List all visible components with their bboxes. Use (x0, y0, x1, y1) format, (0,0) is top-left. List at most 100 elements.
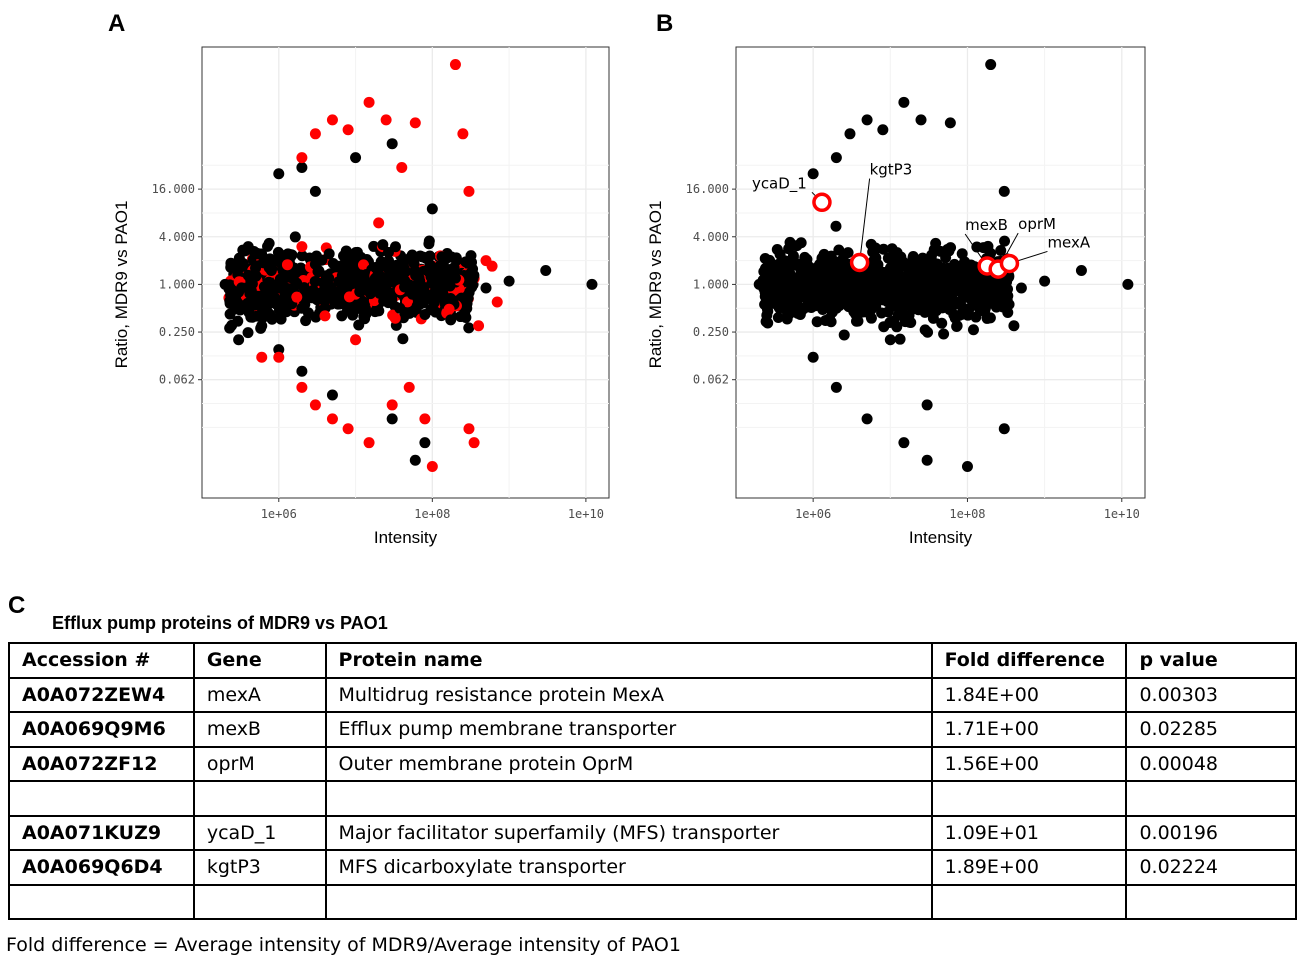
cloud-point (967, 324, 979, 336)
table-row (8, 883, 1297, 920)
data-point (1039, 275, 1051, 287)
cloud-point (882, 252, 894, 264)
data-point (998, 423, 1010, 435)
cloud-point (795, 237, 807, 249)
data-point (457, 128, 469, 140)
data-point (961, 461, 973, 473)
cloud-point (339, 259, 351, 271)
data-point (409, 117, 421, 129)
cloud-point (243, 307, 255, 319)
table-cell: A0A071KUZ9 (8, 814, 195, 851)
data-point (386, 413, 398, 425)
x-tick-label: 1e+08 (414, 507, 450, 521)
table-cell (1125, 883, 1297, 920)
cloud-point (406, 288, 418, 300)
cloud-point (228, 258, 240, 270)
cloud-point (286, 249, 298, 261)
data-point (486, 260, 498, 272)
data-point (326, 413, 338, 425)
table-title: Efflux pump proteins of MDR9 vs PAO1 (52, 613, 388, 633)
cloud-point (783, 243, 795, 255)
cloud-point (357, 259, 369, 271)
data-point (830, 152, 842, 164)
column-header: Accession # (8, 642, 195, 679)
scatter-plots: 1e+06 1e+08 1e+10 16.000 4.000 1.000 0.250 0.06… (112, 46, 1146, 547)
data-point (807, 351, 819, 363)
cloud-point (444, 280, 456, 292)
table-cell: Outer membrane protein OprM (324, 745, 933, 782)
cloud-point (411, 300, 423, 312)
cloud-point (811, 316, 823, 328)
table-cell: A0A069Q6D4 (8, 849, 195, 886)
data-point (233, 286, 245, 298)
data-point (503, 275, 515, 287)
data-point (898, 437, 910, 449)
data-point (449, 272, 461, 284)
cloud-point (871, 283, 883, 295)
cloud-point (758, 266, 770, 278)
cloud-point (406, 249, 418, 261)
table-row: A0A069Q9M6 mexB Efflux pump membrane trans… (8, 711, 1297, 748)
data-point (296, 162, 308, 174)
data-point (1015, 282, 1027, 294)
table-cell (8, 780, 195, 817)
table-cell: Efflux pump membrane transporter (324, 711, 933, 748)
cloud-point (463, 322, 475, 334)
data-point (286, 272, 298, 284)
data-point (350, 334, 362, 346)
highlighted-protein-point (849, 252, 870, 273)
cloud-point (835, 274, 847, 286)
cloud-point (930, 305, 942, 317)
data-point (915, 114, 927, 126)
cloud-point (907, 251, 919, 263)
table-cell: 1.84E+00 (930, 676, 1128, 713)
cloud-point (896, 287, 908, 299)
label-leader-line (859, 178, 871, 263)
data-point (419, 413, 431, 425)
cloud-point (928, 244, 940, 256)
table-cell: A0A069Q9M6 (8, 711, 195, 748)
column-header: Gene (192, 642, 327, 679)
cloud-point (423, 235, 435, 247)
cloud-point (296, 250, 308, 262)
table-cell: A0A072ZEW4 (8, 676, 195, 713)
cloud-point (998, 293, 1010, 305)
data-point (273, 344, 285, 356)
data-point (877, 124, 889, 136)
cloud-point (369, 306, 381, 318)
cloud-point (263, 276, 275, 288)
cloud-point (396, 264, 408, 276)
data-point (1122, 278, 1134, 290)
data-point (386, 399, 398, 411)
cloud-point (281, 259, 293, 271)
cloud-point (263, 237, 275, 249)
cloud-point (840, 288, 852, 300)
data-point (753, 278, 765, 290)
table-row: A0A071KUZ9 ycaD_1 Major facilitator superf… (8, 814, 1297, 851)
table-cell: 1.56E+00 (930, 745, 1128, 782)
data-point (233, 334, 245, 346)
x-axis-label: Intensity (909, 528, 973, 547)
data-point (342, 275, 354, 287)
table-cell: oprM (192, 745, 327, 782)
cloud-point (891, 248, 903, 260)
table-cell (930, 780, 1128, 817)
data-point (309, 128, 321, 140)
y-tick-label: 1.000 (693, 277, 729, 291)
data-point (830, 302, 842, 314)
table-cell: mexB (192, 711, 327, 748)
cloud-point (338, 250, 350, 262)
cloud-point (995, 245, 1007, 257)
cloud-point (289, 231, 301, 243)
cloud-point (323, 248, 335, 260)
table-cell: 0.02224 (1125, 849, 1297, 886)
data-point (256, 351, 268, 363)
cloud-point (318, 277, 330, 289)
cloud-point (343, 291, 355, 303)
cloud-point (919, 324, 931, 336)
cloud-point (463, 286, 475, 298)
y-tick-label: 4.000 (159, 230, 195, 244)
table-cell (1125, 780, 1297, 817)
data-point (403, 381, 415, 393)
data-point (491, 296, 503, 308)
